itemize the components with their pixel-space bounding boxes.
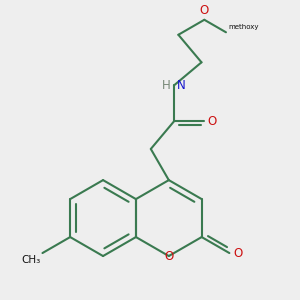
- Text: O: O: [207, 115, 216, 128]
- Text: N: N: [177, 79, 186, 92]
- Text: O: O: [200, 4, 209, 17]
- Text: H: H: [162, 79, 171, 92]
- Text: CH₃: CH₃: [21, 255, 40, 265]
- Text: O: O: [164, 250, 173, 262]
- Text: methoxy: methoxy: [228, 24, 259, 30]
- Text: O: O: [233, 247, 243, 260]
